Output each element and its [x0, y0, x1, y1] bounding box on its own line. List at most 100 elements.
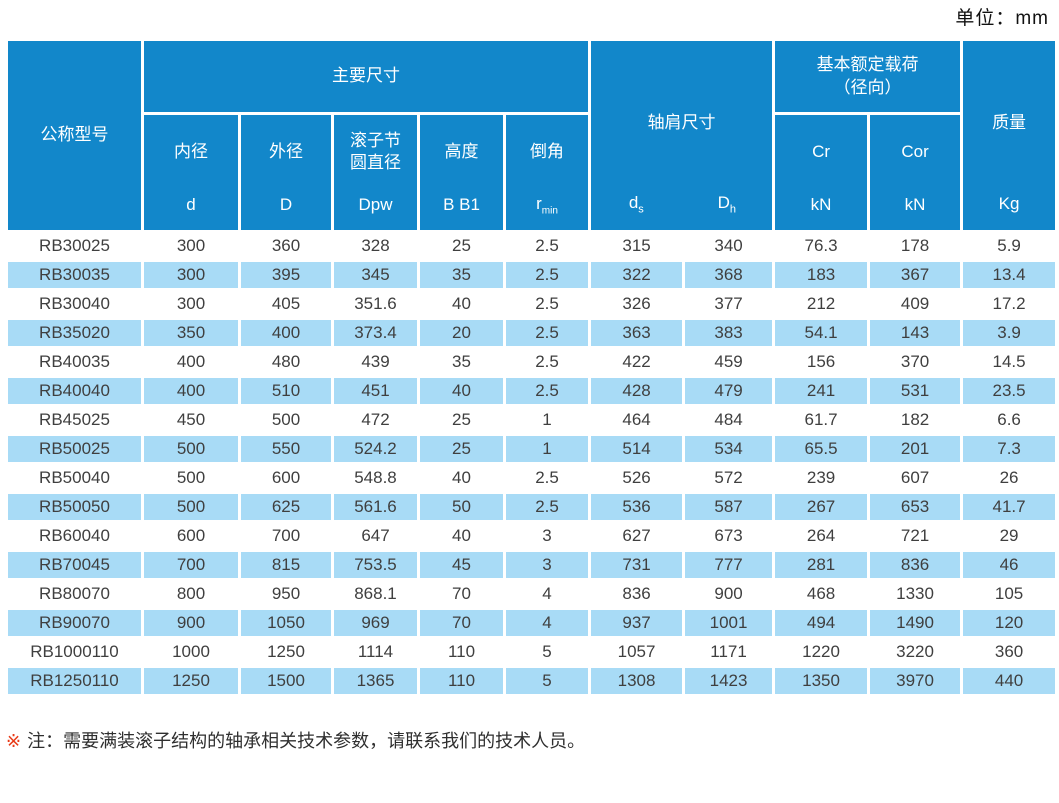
- value-cell: 35: [417, 259, 506, 291]
- value-cell: 328: [331, 230, 420, 262]
- value-cell: 368: [682, 259, 776, 291]
- value-cell: 3970: [867, 665, 964, 697]
- value-cell: 1250: [238, 636, 334, 668]
- value-cell: 315: [588, 230, 686, 262]
- value-cell: 363: [588, 317, 686, 349]
- value-cell: 536: [588, 491, 686, 523]
- value-cell: 6.6: [960, 404, 1059, 436]
- value-cell: 2.5: [502, 491, 592, 523]
- col-symbol-cor-kn: kN: [867, 179, 964, 233]
- value-cell: 548.8: [331, 462, 420, 494]
- value-cell: 61.7: [772, 404, 871, 436]
- value-cell: 534: [682, 433, 776, 465]
- table-row: RB50040 500 600 548.8 40 2.5 526 572 239 607 26: [5, 462, 1059, 494]
- value-cell: 777: [682, 549, 776, 581]
- model-cell: RB45025: [5, 404, 144, 436]
- value-cell: 836: [588, 578, 686, 610]
- value-cell: 1171: [682, 636, 776, 668]
- table-row: RB80070 800 950 868.1 70 4 836 900 468 1330 105: [5, 578, 1059, 610]
- value-cell: 383: [682, 317, 776, 349]
- table-row: RB30035 300 395 345 35 2.5 322 368 183 367 13.4: [5, 259, 1059, 291]
- value-cell: 2.5: [502, 317, 592, 349]
- value-cell: 451: [331, 375, 420, 407]
- value-cell: 472: [331, 404, 420, 436]
- load-rating-label-line1: 基本额定载荷: [816, 55, 919, 75]
- value-cell: 17.2: [960, 288, 1059, 320]
- value-cell: 3220: [867, 636, 964, 668]
- value-cell: 721: [867, 520, 964, 552]
- value-cell: 65.5: [772, 433, 871, 465]
- value-cell: 110: [417, 636, 506, 668]
- value-cell: 300: [141, 288, 241, 320]
- value-cell: 26: [960, 462, 1059, 494]
- value-cell: 3: [502, 549, 592, 581]
- value-cell: 322: [588, 259, 686, 291]
- value-cell: 627: [588, 520, 686, 552]
- value-cell: 370: [867, 346, 964, 378]
- value-cell: 510: [238, 375, 334, 407]
- model-cell: RB40040: [5, 375, 144, 407]
- value-cell: 1050: [238, 607, 334, 639]
- value-cell: 367: [867, 259, 964, 291]
- value-cell: 40: [417, 375, 506, 407]
- value-cell: 1423: [682, 665, 776, 697]
- unit-label: 单位：mm: [955, 8, 1049, 29]
- value-cell: 1000: [141, 636, 241, 668]
- model-cell: RB90070: [5, 607, 144, 639]
- value-cell: 264: [772, 520, 871, 552]
- col-symbol-dh: Dh: [717, 193, 737, 216]
- value-cell: 607: [867, 462, 964, 494]
- value-cell: 561.6: [331, 491, 420, 523]
- value-cell: 156: [772, 346, 871, 378]
- model-cell: RB30040: [5, 288, 144, 320]
- col-symbol-cr-kn: kN: [772, 179, 871, 233]
- col-header-chamfer: 倒角: [502, 112, 592, 180]
- value-cell: 836: [867, 549, 964, 581]
- value-cell: 345: [331, 259, 420, 291]
- value-cell: 281: [772, 549, 871, 581]
- value-cell: 459: [682, 346, 776, 378]
- col-header-height: 高度: [417, 112, 506, 180]
- model-cell: RB30025: [5, 230, 144, 262]
- value-cell: 2.5: [502, 230, 592, 262]
- shoulder-dimensions-label: 轴肩尺寸: [647, 113, 716, 133]
- value-cell: 23.5: [960, 375, 1059, 407]
- value-cell: 468: [772, 578, 871, 610]
- value-cell: 1001: [682, 607, 776, 639]
- value-cell: 647: [331, 520, 420, 552]
- col-header-model: 公称型号: [5, 38, 144, 233]
- value-cell: 340: [682, 230, 776, 262]
- col-symbol-r-min: rmin: [502, 179, 592, 233]
- table-row: RB50025 500 550 524.2 25 1 514 534 65.5 201 7.3: [5, 433, 1059, 465]
- col-symbol-dpw: Dpw: [331, 179, 420, 233]
- value-cell: 1350: [772, 665, 871, 697]
- unit-label-bar: 单位：mm: [0, 0, 1059, 38]
- value-cell: 41.7: [960, 491, 1059, 523]
- col-header-bore: 内径: [141, 112, 241, 180]
- value-cell: 110: [417, 665, 506, 697]
- catalog-page: 单位：mm 公称型号 主要尺寸 轴肩尺寸 ds: [0, 0, 1059, 751]
- model-cell: RB80070: [5, 578, 144, 610]
- value-cell: 183: [772, 259, 871, 291]
- value-cell: 25: [417, 433, 506, 465]
- table-row: RB70045 700 815 753.5 45 3 731 777 281 836 46: [5, 549, 1059, 581]
- value-cell: 1114: [331, 636, 420, 668]
- value-cell: 815: [238, 549, 334, 581]
- value-cell: 2.5: [502, 288, 592, 320]
- value-cell: 20: [417, 317, 506, 349]
- value-cell: 480: [238, 346, 334, 378]
- table-row: RB30040 300 405 351.6 40 2.5 326 377 212 409 17.2: [5, 288, 1059, 320]
- value-cell: 35: [417, 346, 506, 378]
- value-cell: 1: [502, 433, 592, 465]
- value-cell: 524.2: [331, 433, 420, 465]
- col-symbol-d: d: [141, 179, 241, 233]
- model-cell: RB50025: [5, 433, 144, 465]
- value-cell: 1220: [772, 636, 871, 668]
- value-cell: 2.5: [502, 346, 592, 378]
- value-cell: 439: [331, 346, 420, 378]
- value-cell: 600: [238, 462, 334, 494]
- value-cell: 673: [682, 520, 776, 552]
- value-cell: 1308: [588, 665, 686, 697]
- table-row: RB50050 500 625 561.6 50 2.5 536 587 267 653 41.7: [5, 491, 1059, 523]
- value-cell: 1330: [867, 578, 964, 610]
